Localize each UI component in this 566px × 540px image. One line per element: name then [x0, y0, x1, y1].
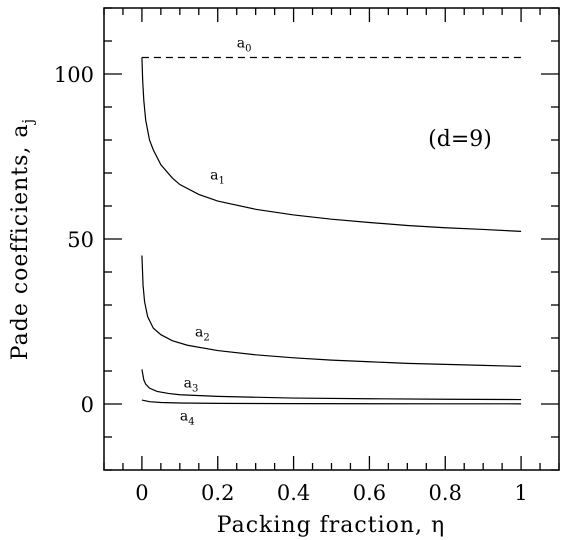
series-line-a2 [141, 255, 522, 367]
y-tick-label: 50 [67, 228, 94, 252]
x-tick-label: 1 [514, 481, 527, 505]
x-tick-label: 0.8 [429, 481, 462, 505]
plot-frame [103, 7, 560, 471]
series-label-sub: 4 [188, 417, 194, 428]
axis-ticks [103, 7, 560, 471]
x-tick-label: 0 [135, 481, 148, 505]
y-tick-label: 100 [54, 63, 94, 87]
series-label-main: a [180, 409, 188, 425]
axis-tick-labels: 0 0.2 0.4 0.6 0.8 1 0 50 100 [54, 63, 528, 505]
series-label-main: a [237, 36, 245, 52]
series-label-a0: a0 [237, 36, 252, 55]
series-line-a4 [141, 399, 522, 405]
series-label-main: a [210, 168, 218, 184]
series-label-a3: a3 [184, 376, 199, 395]
series-label-main: a [195, 324, 203, 340]
annotation-label: (d=9) [428, 127, 492, 152]
series-label-a4: a4 [180, 409, 195, 428]
series-label-main: a [184, 376, 192, 392]
x-axis-title: Packing fraction, η [217, 513, 445, 538]
series-line-a1 [141, 57, 522, 233]
x-tick-label: 0.2 [201, 481, 234, 505]
x-tick-label: 0.6 [353, 481, 386, 505]
y-axis-title-main: Pade coefficients, a [8, 123, 33, 360]
series-label-a1: a1 [210, 168, 225, 187]
series-label-sub: 1 [219, 176, 225, 187]
y-axis-title-sub: j [19, 118, 37, 126]
x-tick-label: 0.4 [277, 481, 310, 505]
series-label-sub: 3 [192, 384, 198, 395]
series-label-a2: a2 [195, 324, 210, 343]
series-group [141, 56, 522, 405]
y-tick-label: 0 [81, 393, 94, 417]
series-line-a3 [141, 369, 522, 401]
series-label-sub: 2 [203, 332, 209, 343]
y-axis-title: Pade coefficients, aj [8, 118, 37, 360]
series-label-sub: 0 [245, 44, 251, 55]
